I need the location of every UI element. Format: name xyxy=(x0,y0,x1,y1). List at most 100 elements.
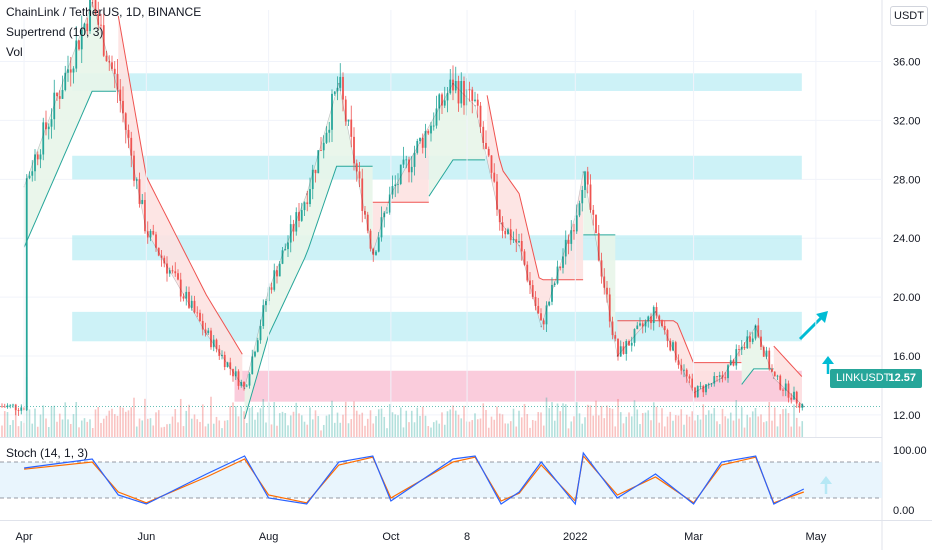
candle-body xyxy=(56,92,58,97)
candle-body xyxy=(317,150,320,174)
volume-bar xyxy=(658,422,661,437)
price-point xyxy=(474,104,476,107)
candle-body xyxy=(575,215,578,232)
volume-bar xyxy=(391,412,394,437)
candle-body xyxy=(446,93,449,101)
price-up-arrow-head xyxy=(822,356,834,364)
candle-body xyxy=(413,152,416,167)
candle-body xyxy=(243,382,245,387)
candle-body xyxy=(265,301,267,306)
candle-body xyxy=(760,336,762,347)
supertrend-line-1 xyxy=(23,90,117,248)
volume-bar xyxy=(427,426,430,437)
candle-body xyxy=(600,260,603,277)
candle-body xyxy=(17,410,20,411)
candle-body xyxy=(738,349,740,350)
volume-bar xyxy=(559,411,562,437)
candle-body xyxy=(559,266,562,268)
volume-bar xyxy=(182,426,185,437)
volume-bar xyxy=(47,427,50,437)
volume-bar xyxy=(42,405,45,437)
volume-bar xyxy=(31,423,34,437)
candle-body xyxy=(75,40,78,69)
candle-body xyxy=(658,315,661,320)
candle-body xyxy=(482,126,485,143)
volume-bar xyxy=(342,414,344,437)
volume-bar xyxy=(438,423,441,437)
volume-bar xyxy=(325,415,328,437)
candle-body xyxy=(251,356,254,375)
volume-bar xyxy=(295,402,298,437)
candle-body xyxy=(364,211,366,215)
candle-body xyxy=(564,239,567,257)
price-point xyxy=(720,377,723,379)
candle-body xyxy=(746,336,749,349)
volume-bar xyxy=(784,408,787,437)
candle-body xyxy=(322,142,325,151)
volume-bar xyxy=(694,420,696,437)
volume-bar xyxy=(410,410,413,437)
volume-bar xyxy=(265,422,267,437)
candle-body xyxy=(232,368,234,377)
candle-body xyxy=(449,79,452,94)
candle-body xyxy=(793,391,795,400)
volume-bar xyxy=(196,419,199,437)
volume-bar xyxy=(201,404,204,437)
volume-bar xyxy=(545,397,548,437)
candle-body xyxy=(248,374,251,386)
volume-bar xyxy=(3,411,6,437)
candle-body xyxy=(589,184,592,210)
candle-body xyxy=(127,129,130,138)
candle-body xyxy=(762,346,765,357)
volume-bar xyxy=(713,407,716,437)
candle-body xyxy=(25,178,28,411)
candle-body xyxy=(526,264,529,281)
candle-body xyxy=(751,338,754,342)
candle-body xyxy=(218,348,221,356)
candle-body xyxy=(625,341,628,354)
candle-body xyxy=(1,406,3,408)
volume-bar xyxy=(218,420,221,437)
candle-body xyxy=(501,222,504,231)
volume-bar xyxy=(377,409,380,437)
volume-bar xyxy=(468,421,471,437)
candle-body xyxy=(784,383,787,391)
candle-body xyxy=(212,339,215,348)
supertrend-fill-5 xyxy=(429,83,485,197)
candle-body xyxy=(185,291,188,299)
volume-bar xyxy=(133,397,135,437)
candle-body xyxy=(399,164,402,184)
volume-bar xyxy=(801,421,804,437)
candle-body xyxy=(432,125,435,127)
candle-body xyxy=(688,376,691,379)
time-tick-label: May xyxy=(805,531,826,543)
candle-body xyxy=(556,266,559,284)
indicator-legend: Supertrend (10, 3) xyxy=(6,25,104,39)
currency-badge[interactable]: USDT xyxy=(890,6,928,26)
volume-bar xyxy=(790,426,793,437)
candle-body xyxy=(666,330,669,341)
time-tick-label: Jun xyxy=(137,531,155,543)
volume-bar xyxy=(193,414,196,437)
volume-bar xyxy=(12,420,14,437)
candle-body xyxy=(504,230,507,235)
volume-bar xyxy=(223,420,226,437)
volume-bar xyxy=(413,422,416,437)
price-point xyxy=(772,377,775,379)
candle-body xyxy=(234,371,237,377)
volume-bar xyxy=(705,414,707,437)
volume-bar xyxy=(91,428,94,437)
volume-bar xyxy=(460,418,463,437)
candle-body xyxy=(375,251,377,255)
volume-bar xyxy=(14,403,17,437)
volume-bar xyxy=(83,418,86,437)
volume-bar xyxy=(190,418,193,437)
supertrend-line-6 xyxy=(486,95,584,281)
volume-bar xyxy=(683,424,685,437)
candle-body xyxy=(699,385,702,387)
volume-bar xyxy=(718,424,721,437)
volume-bar xyxy=(454,410,457,437)
candle-body xyxy=(190,300,193,308)
volume-bar xyxy=(328,414,331,437)
